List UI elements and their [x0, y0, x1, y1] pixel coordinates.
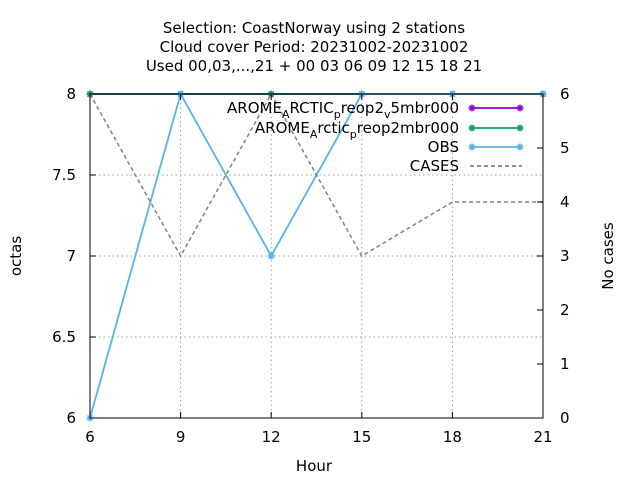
x-axis-label: Hour — [296, 457, 333, 475]
data-point — [267, 252, 275, 260]
legend-marker — [516, 124, 524, 132]
y2-tick-label: 2 — [560, 301, 570, 319]
legend-marker — [516, 104, 524, 112]
chart-title: Selection: CoastNorway using 2 stations … — [146, 19, 482, 75]
y-tick-label: 7 — [66, 247, 76, 265]
y-tick-label: 8 — [66, 85, 76, 103]
x-tick-label: 21 — [533, 428, 552, 446]
legend-label: OBS — [428, 138, 459, 156]
legend-label: CASES — [410, 157, 459, 175]
title-line-3: Used 00,03,...,21 + 00 03 06 09 12 15 18… — [146, 57, 482, 75]
x-tick-label: 12 — [262, 428, 281, 446]
y-tick-label: 6 — [66, 409, 76, 427]
legend: AROMEARCTICpreop2v5mbr000AROMEArcticpreo… — [227, 99, 524, 175]
x-tick-label: 9 — [176, 428, 186, 446]
legend-entry-obs: OBS — [428, 138, 524, 156]
x-tick-label: 18 — [443, 428, 462, 446]
y-tick-label: 6.5 — [52, 328, 76, 346]
x-tick-label: 6 — [85, 428, 95, 446]
y2-tick-label: 4 — [560, 193, 570, 211]
legend-marker — [468, 104, 476, 112]
legend-entry-cases: CASES — [410, 157, 522, 175]
y-axis-label: octas — [7, 236, 25, 276]
y2-tick-label: 0 — [560, 409, 570, 427]
series-line — [89, 92, 543, 258]
title-line-1: Selection: CoastNorway using 2 stations — [163, 19, 465, 37]
legend-label: AROMEARCTICpreop2v5mbr000 — [227, 99, 459, 121]
grid — [90, 94, 543, 418]
y2-tick-label: 5 — [560, 139, 570, 157]
legend-marker — [468, 124, 476, 132]
legend-label: AROMEArcticpreop2mbr000 — [255, 119, 459, 141]
y-tick-label: 7.5 — [52, 166, 76, 184]
legend-entry-arome-arctic-preop2mbr000: AROMEArcticpreop2mbr000 — [255, 119, 524, 141]
legend-marker — [516, 143, 524, 151]
y2-axis-label: No cases — [599, 222, 617, 290]
series-cases — [89, 92, 543, 258]
legend-entry-arome-arctic-preop2-v5mbr000: AROMEARCTICpreop2v5mbr000 — [227, 99, 524, 121]
x-tick-label: 15 — [352, 428, 371, 446]
title-line-2: Cloud cover Period: 20231002-20231002 — [160, 38, 469, 56]
y2-tick-label: 6 — [560, 85, 570, 103]
y2-tick-label: 1 — [560, 355, 570, 373]
y2-tick-label: 3 — [560, 247, 570, 265]
legend-marker — [468, 143, 476, 151]
